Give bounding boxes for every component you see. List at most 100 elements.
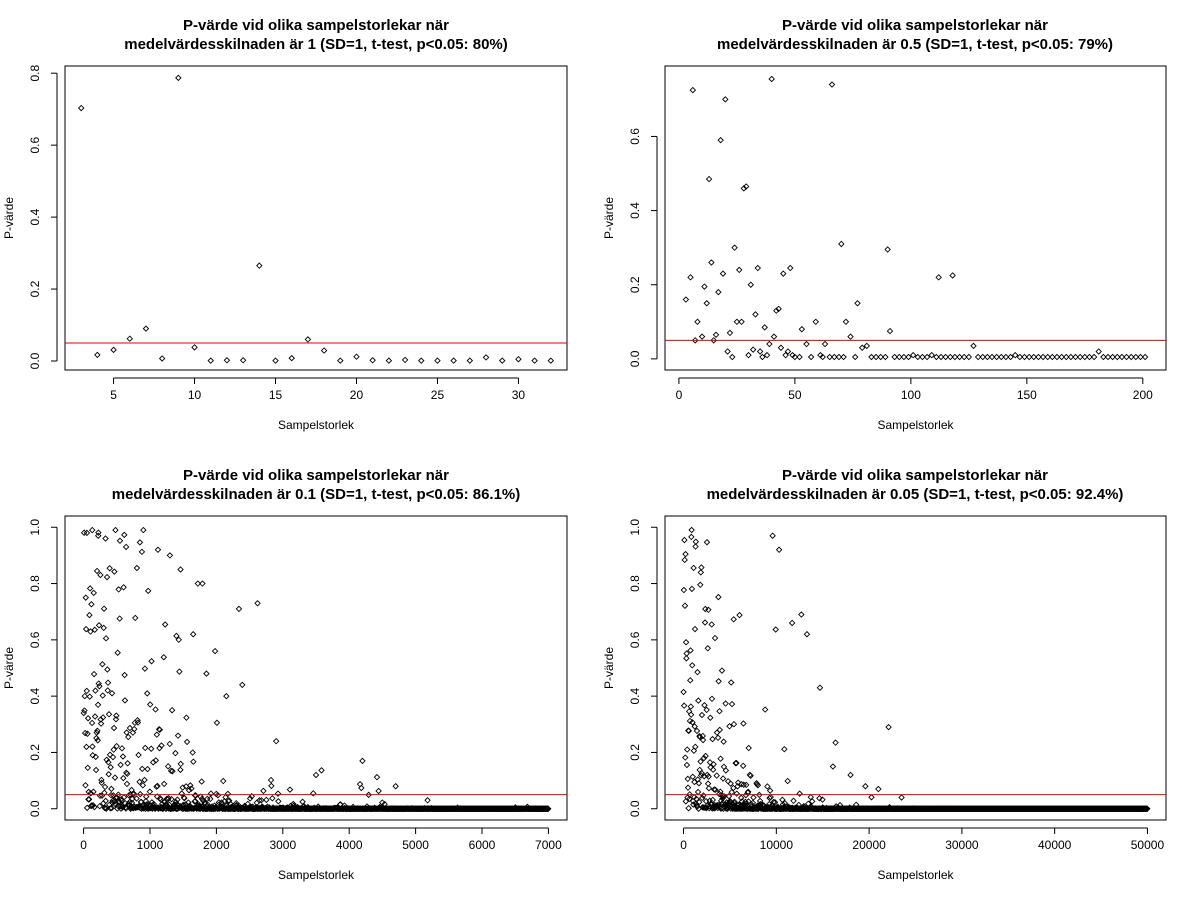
data-point	[198, 795, 206, 803]
data-point	[545, 805, 552, 812]
data-point	[142, 325, 150, 332]
data-point	[687, 677, 694, 684]
data-point	[808, 798, 816, 805]
data-point	[97, 716, 104, 723]
data-point	[700, 772, 708, 780]
data-point	[713, 772, 720, 779]
data-point	[742, 183, 750, 190]
data-point	[754, 264, 762, 272]
data-point	[117, 761, 124, 769]
data-point	[121, 531, 128, 539]
data-point	[188, 785, 195, 792]
x-tick-label: 3000	[269, 838, 296, 852]
data-point	[787, 264, 794, 272]
data-point	[699, 732, 707, 740]
data-point	[697, 581, 704, 589]
data-point	[687, 274, 694, 281]
x-tick-label: 5000	[402, 838, 429, 852]
data-point	[1132, 353, 1140, 361]
data-point	[110, 746, 117, 753]
y-tick-label: 0.4	[28, 687, 42, 704]
data-point	[320, 347, 328, 354]
data-point	[803, 630, 811, 638]
data-point	[691, 723, 698, 730]
data-point	[690, 564, 697, 572]
data-point	[695, 780, 703, 787]
x-axis: 0 50 100 150 200	[676, 377, 1153, 402]
data-point	[701, 701, 708, 709]
data-point	[92, 753, 99, 761]
data-point	[179, 784, 186, 791]
data-point	[756, 791, 763, 799]
panel-mean-diff-1: P-värde vid olika sampelstorlekar när me…	[2, 17, 568, 432]
data-point	[146, 788, 154, 795]
data-point	[97, 720, 105, 727]
data-point	[710, 761, 717, 768]
data-point	[177, 760, 184, 768]
data-point	[141, 665, 149, 672]
data-point	[708, 695, 716, 703]
data-point	[734, 783, 741, 790]
data-point	[123, 780, 131, 788]
data-point	[142, 797, 150, 805]
data-point	[153, 731, 161, 738]
data-point	[166, 552, 174, 559]
data-point	[127, 791, 134, 798]
data-point	[693, 727, 701, 735]
data-point	[1104, 353, 1112, 361]
data-point	[138, 548, 146, 556]
data-point	[761, 324, 768, 331]
data-point	[181, 794, 188, 802]
data-point	[92, 766, 100, 774]
data-point	[702, 752, 709, 760]
data-point	[782, 351, 789, 359]
data-point	[318, 767, 325, 774]
data-point	[141, 744, 149, 752]
x-tick-label: 50000	[1131, 838, 1165, 852]
data-point	[104, 687, 111, 694]
data-point	[207, 357, 214, 364]
data-point	[690, 747, 698, 754]
data-point	[161, 621, 169, 628]
data-point	[816, 795, 823, 802]
data-point	[735, 266, 743, 274]
data-point	[160, 780, 168, 788]
data-point	[683, 761, 691, 769]
data-point	[235, 605, 243, 613]
plot-frame	[664, 515, 1167, 821]
data-point	[680, 688, 687, 696]
data-point	[175, 802, 182, 809]
data-point	[905, 353, 912, 361]
data-point	[935, 274, 942, 281]
data-point	[712, 331, 720, 339]
data-point	[796, 353, 803, 361]
data-point	[94, 351, 101, 359]
data-point	[224, 790, 232, 798]
data-point	[777, 344, 785, 351]
data-point	[118, 745, 126, 752]
data-point	[136, 778, 143, 786]
data-point	[682, 296, 690, 303]
data-point	[531, 357, 538, 364]
data-point	[763, 351, 771, 359]
x-tick-label: 50	[788, 388, 802, 402]
data-point	[766, 340, 773, 348]
data-point	[689, 86, 697, 94]
data-point	[896, 353, 903, 361]
data-point	[998, 353, 1005, 361]
data-point	[682, 754, 689, 761]
data-point	[730, 616, 737, 623]
data-point	[788, 619, 796, 627]
data-point	[130, 790, 138, 798]
data-point	[1072, 353, 1079, 361]
data-point	[766, 787, 774, 794]
data-point	[709, 796, 717, 804]
data-point	[933, 353, 940, 361]
x-tick-label: 2000	[203, 838, 230, 852]
data-point	[773, 307, 780, 314]
data-point	[223, 692, 230, 700]
data-point	[547, 357, 555, 364]
data-point	[82, 625, 90, 633]
data-point	[135, 751, 142, 759]
data-point	[219, 777, 227, 785]
